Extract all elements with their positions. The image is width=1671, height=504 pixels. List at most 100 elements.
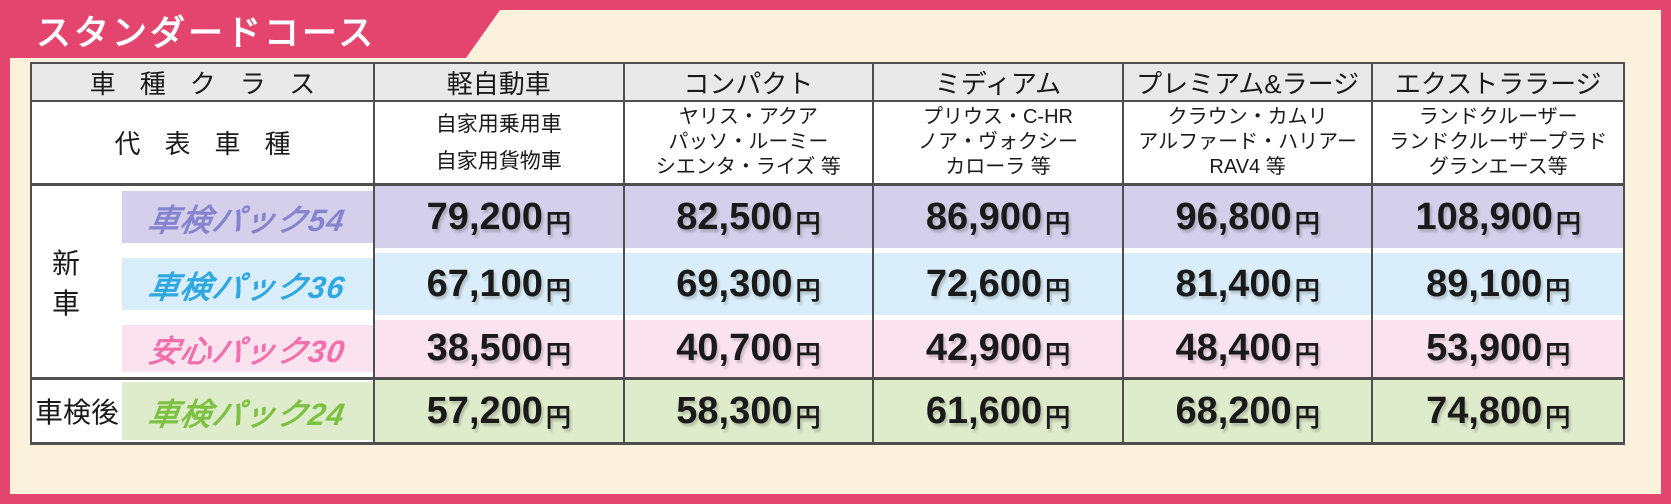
group-label-after-inspection: 車検後 (32, 380, 122, 442)
price-value: 82,500 (676, 195, 793, 238)
price-cell-0-1: 82,500 円 (624, 186, 875, 248)
row-gap-1-col-5 (874, 315, 1124, 320)
price-unit: 円 (1555, 209, 1581, 238)
column-header-2: ミディアム (874, 64, 1124, 102)
price-cell-3-1: 58,300 円 (624, 380, 875, 442)
price-value: 67,100 (426, 262, 543, 305)
model-line: アルファード・ハリアー (1138, 131, 1357, 153)
model-line: パッソ・ルーミー (668, 131, 829, 153)
model-line: カローラ 等 (945, 156, 1051, 178)
banner-title: スタンダードコース (10, 10, 500, 58)
pack-name: 車検パック24 (146, 396, 349, 432)
column-header-1: コンパクト (624, 64, 875, 102)
model-line: シエンタ・ライズ 等 (655, 156, 841, 178)
price-cell-3-2: 61,600 円 (874, 380, 1124, 442)
price-cell-3-3: 68,200 円 (1123, 380, 1374, 442)
price-cell-2-0: 38,500 円 (375, 320, 625, 380)
price-value: 69,300 (676, 262, 793, 305)
row-gap-0-col-3 (375, 248, 625, 253)
price-value: 40,700 (676, 327, 793, 369)
price-unit: 円 (1045, 341, 1071, 369)
pack-chip-cell-1: 車検パック36 (122, 253, 375, 315)
column-header-3: プレミアム&ラージ (1123, 64, 1374, 102)
pack-chip-0: 車検パック54 (122, 191, 373, 243)
row-gap-1-col-3 (375, 315, 625, 320)
price-cell-2-4: 53,900 円 (1373, 320, 1623, 380)
pack-name: 安心パック30 (146, 334, 349, 369)
group-label-new-car: 新車 (32, 186, 122, 380)
price-value: 42,900 (925, 327, 1043, 369)
price-value: 89,100 (1426, 262, 1543, 305)
model-line: ランドクルーザー (1418, 106, 1578, 128)
models-cell-1: ヤリス・アクア パッソ・ルーミー シエンタ・ライズ 等 (624, 102, 875, 186)
price-cell-0-3: 96,800 円 (1123, 186, 1374, 248)
models-cell-0: 自家用乗用車 自家用貨物車 (375, 102, 625, 186)
model-line: クラウン・カムリ (1167, 106, 1328, 128)
model-line: 自家用貨物車 (435, 149, 562, 173)
price-unit: 円 (795, 209, 821, 238)
pack-chip-3: 車検パック24 (122, 382, 373, 440)
price-unit: 円 (795, 341, 821, 369)
row-gap-0-col-5 (874, 248, 1124, 253)
pack-chip-cell-3: 車検パック24 (122, 380, 375, 442)
price-cell-1-0: 67,100 円 (375, 253, 625, 315)
price-value: 81,400 (1175, 262, 1292, 305)
price-value: 96,800 (1175, 195, 1292, 238)
price-cell-1-4: 89,100 円 (1373, 253, 1623, 315)
row-gap-0-col-4 (624, 248, 875, 253)
row-gap-0-col-7 (1373, 248, 1623, 253)
price-unit: 円 (545, 341, 571, 369)
price-cell-1-3: 81,400 円 (1123, 253, 1374, 315)
price-cell-3-0: 57,200 円 (375, 380, 625, 442)
price-value: 48,400 (1175, 327, 1292, 369)
price-unit: 円 (1294, 341, 1320, 369)
price-unit: 円 (545, 403, 571, 432)
price-value: 74,800 (1426, 389, 1543, 432)
price-cell-3-4: 74,800 円 (1373, 380, 1623, 442)
model-line: 自家用乗用車 (435, 112, 562, 136)
model-line: ノア・ヴォクシー (917, 131, 1078, 153)
price-cell-0-4: 108,900 円 (1373, 186, 1623, 248)
representative-header-cell: 代表車種 (32, 102, 375, 186)
pack-name: 車検パック36 (146, 269, 349, 305)
price-cell-0-2: 86,900 円 (874, 186, 1124, 248)
row-gap-1-col-2 (122, 315, 375, 320)
pack-chip-2: 安心パック30 (122, 325, 373, 372)
price-unit: 円 (1045, 276, 1071, 305)
price-value: 53,900 (1426, 327, 1543, 369)
price-cell-0-0: 79,200 円 (375, 186, 625, 248)
pack-chip-cell-0: 車検パック54 (122, 186, 375, 248)
price-unit: 円 (795, 276, 821, 305)
models-cell-2: プリウス・C-HR ノア・ヴォクシー カローラ 等 (874, 102, 1124, 186)
price-unit: 円 (1294, 403, 1320, 432)
price-value: 61,600 (925, 389, 1043, 432)
models-cell-4: ランドクルーザーランドクルーザープラド グランエース等 (1373, 102, 1623, 186)
price-unit: 円 (545, 276, 571, 305)
price-unit: 円 (1545, 403, 1571, 432)
price-unit: 円 (795, 403, 821, 432)
price-value: 57,200 (426, 389, 543, 432)
row-gap-1-col-4 (624, 315, 875, 320)
pack-chip-1: 車検パック36 (122, 258, 373, 310)
row-gap-1-col-7 (1373, 315, 1623, 320)
price-value: 68,200 (1175, 389, 1292, 432)
price-unit: 円 (1545, 276, 1571, 305)
column-header-4: エクストララージ (1373, 64, 1623, 102)
price-unit: 円 (1294, 209, 1320, 238)
price-unit: 円 (1045, 403, 1071, 432)
models-cell-3: クラウン・カムリ アルファード・ハリアー RAV4 等 (1123, 102, 1374, 186)
price-cell-2-2: 42,900 円 (874, 320, 1124, 380)
price-value: 38,500 (426, 327, 543, 369)
model-line: ランドクルーザープラド (1389, 131, 1608, 153)
class-header-cell: 車種クラス (32, 64, 375, 102)
model-line: グランエース等 (1428, 156, 1568, 178)
price-cell-1-1: 69,300 円 (624, 253, 875, 315)
price-value: 58,300 (676, 389, 793, 432)
column-header-0: 軽自動車 (375, 64, 625, 102)
price-unit: 円 (1045, 209, 1071, 238)
price-cell-2-3: 48,400 円 (1123, 320, 1374, 380)
price-cell-2-1: 40,700 円 (624, 320, 875, 380)
price-value: 86,900 (925, 195, 1043, 238)
row-gap-1-col-6 (1123, 315, 1374, 320)
